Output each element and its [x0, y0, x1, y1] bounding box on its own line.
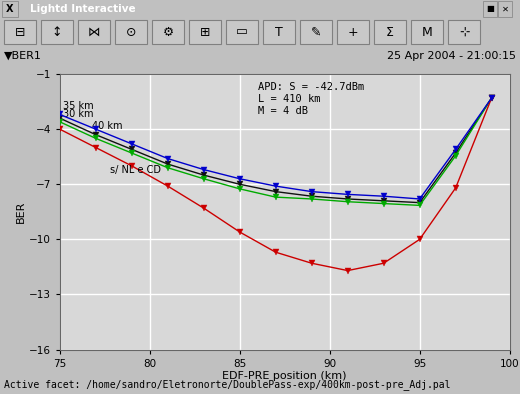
Bar [498, 1, 512, 17]
Text: ⋈: ⋈ [88, 26, 100, 39]
Bar [263, 20, 295, 44]
Text: ↕: ↕ [52, 26, 62, 39]
Bar [115, 20, 147, 44]
Bar [374, 20, 406, 44]
Bar [337, 20, 369, 44]
Text: T: T [275, 26, 283, 39]
Bar [41, 20, 73, 44]
Text: 30 km: 30 km [63, 109, 94, 119]
Text: 40 km: 40 km [92, 121, 123, 131]
Text: 25 Apr 2004 - 21:00:15: 25 Apr 2004 - 21:00:15 [387, 51, 516, 61]
Text: ■: ■ [486, 4, 494, 13]
Bar [483, 1, 497, 17]
Text: APD: S = -42.7dBm
L = 410 km
M = 4 dB: APD: S = -42.7dBm L = 410 km M = 4 dB [258, 82, 364, 115]
Text: ✎: ✎ [311, 26, 321, 39]
Text: ⊙: ⊙ [126, 26, 136, 39]
Text: ▭: ▭ [236, 26, 248, 39]
Text: Lightd Interactive: Lightd Interactive [30, 4, 136, 14]
Text: ⊹: ⊹ [459, 26, 469, 39]
Bar [411, 20, 443, 44]
Text: +: + [348, 26, 358, 39]
Y-axis label: BER: BER [16, 201, 26, 223]
Text: Active facet: /home/sandro/Eletronorte/DoublePass-exp/400km-post-pre_Adj.pal: Active facet: /home/sandro/Eletronorte/D… [4, 379, 450, 390]
Text: X: X [6, 4, 14, 14]
Text: s/ NL e CD: s/ NL e CD [110, 165, 161, 175]
Text: ⚙: ⚙ [162, 26, 174, 39]
Bar [78, 20, 110, 44]
Bar [152, 20, 184, 44]
Text: ⊟: ⊟ [15, 26, 25, 39]
Text: Σ: Σ [386, 26, 394, 39]
Bar [189, 20, 221, 44]
Bar [448, 20, 480, 44]
Bar [2, 1, 18, 17]
Text: M: M [422, 26, 432, 39]
Text: ▼BER1: ▼BER1 [4, 51, 42, 61]
Text: ⊞: ⊞ [200, 26, 210, 39]
Bar [226, 20, 258, 44]
Bar [300, 20, 332, 44]
Bar [4, 20, 36, 44]
Text: 35 km: 35 km [63, 101, 94, 111]
X-axis label: EDF-PRE position (km): EDF-PRE position (km) [223, 372, 347, 381]
Text: ✕: ✕ [501, 4, 509, 13]
